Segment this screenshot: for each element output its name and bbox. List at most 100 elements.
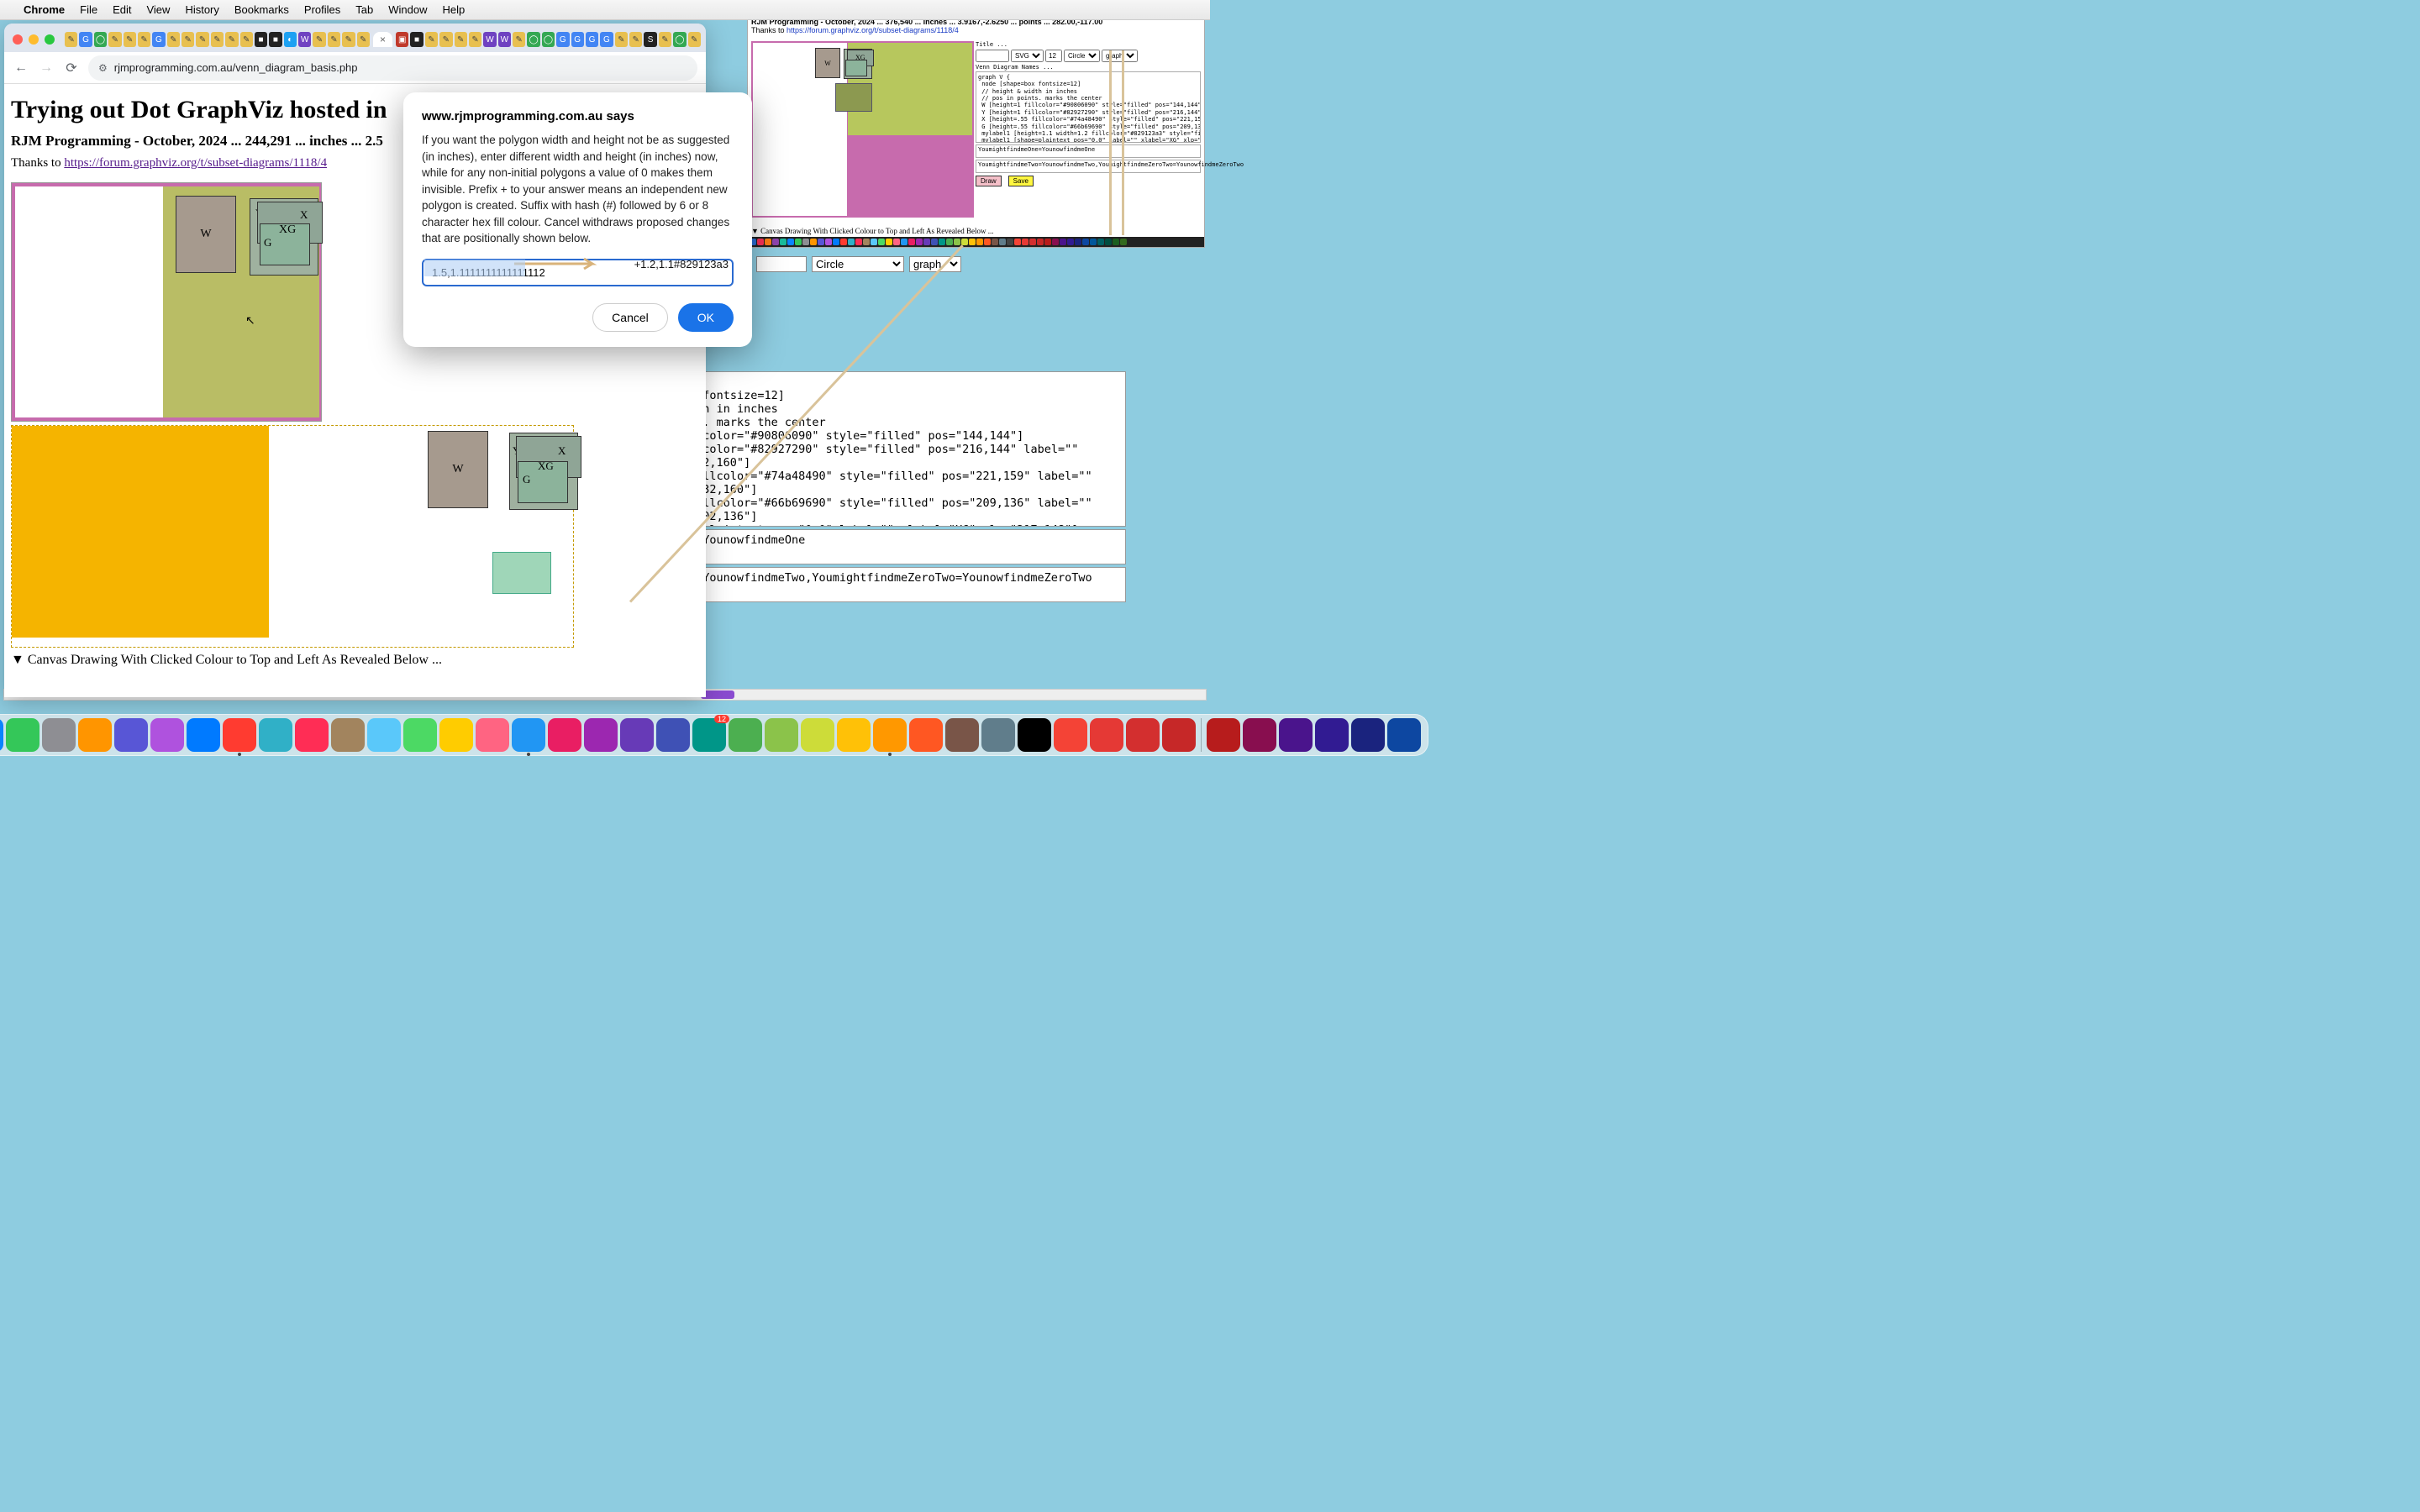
menu-edit[interactable]: Edit	[113, 3, 131, 16]
dock-app-icon[interactable]	[1243, 718, 1276, 752]
tab-icon[interactable]: ✎	[615, 32, 628, 47]
tab-icon[interactable]: ✎	[182, 32, 194, 47]
dock-app-icon[interactable]	[1279, 718, 1313, 752]
tab-icon[interactable]: ◯	[673, 32, 686, 47]
dock-app-icon[interactable]	[512, 718, 545, 752]
dock-app-icon[interactable]	[331, 718, 365, 752]
box-w[interactable]: W	[176, 196, 236, 273]
width-input[interactable]	[756, 256, 807, 272]
tab-icon[interactable]: ✎	[124, 32, 136, 47]
tab-icon[interactable]: G	[586, 32, 598, 47]
tab-icon[interactable]: ✎	[225, 32, 238, 47]
tab-icon[interactable]: ✎	[196, 32, 208, 47]
minimize-window-icon[interactable]	[29, 34, 39, 45]
dock-app-icon[interactable]	[223, 718, 256, 752]
dock-app-icon[interactable]	[909, 718, 943, 752]
menu-view[interactable]: View	[146, 3, 170, 16]
dock-app-icon[interactable]	[1018, 718, 1051, 752]
close-window-icon[interactable]	[13, 34, 23, 45]
mini-save-button[interactable]: Save	[1008, 176, 1034, 186]
dock-app-icon[interactable]: 12	[692, 718, 726, 752]
dock-app-icon[interactable]	[1315, 718, 1349, 752]
tab-close-icon[interactable]: ×	[380, 34, 386, 45]
dock-app-icon[interactable]	[945, 718, 979, 752]
tab-icon[interactable]: ✎	[328, 32, 340, 47]
reload-button[interactable]: ⟳	[63, 60, 80, 76]
dock-app-icon[interactable]	[1126, 718, 1160, 752]
tab-icon[interactable]: ✎	[425, 32, 438, 47]
menu-profiles[interactable]: Profiles	[304, 3, 340, 16]
dock-app-icon[interactable]	[476, 718, 509, 752]
dock-app-icon[interactable]	[765, 718, 798, 752]
dock-app-icon[interactable]	[801, 718, 834, 752]
ok-button[interactable]: OK	[678, 303, 734, 332]
preview-box-w[interactable]: W	[428, 431, 488, 508]
menu-bookmarks[interactable]: Bookmarks	[234, 3, 289, 16]
site-settings-icon[interactable]: ⚙	[98, 62, 108, 74]
canvas-lower[interactable]: W Y X G XG	[11, 425, 574, 648]
window-controls[interactable]	[13, 34, 55, 45]
dock-app-icon[interactable]	[259, 718, 292, 752]
graph-select[interactable]: graph	[909, 256, 961, 272]
tab-favicon-row-right[interactable]: ▣ ■ ✎ ✎ ✎ ✎ W W ✎ ◯ ◯ G G G G ✎ ✎ S ✎ ◯ …	[396, 32, 701, 47]
tab-icon[interactable]: ◯	[94, 32, 107, 47]
menu-window[interactable]: Window	[388, 3, 427, 16]
dock-app-icon[interactable]	[295, 718, 329, 752]
dock-app-icon[interactable]	[873, 718, 907, 752]
dock-app-icon[interactable]	[367, 718, 401, 752]
tab-icon[interactable]: ■	[269, 32, 281, 47]
tab-icon[interactable]: ✎	[455, 32, 467, 47]
dock-app-icon[interactable]	[1162, 718, 1196, 752]
tab-icon[interactable]: W	[298, 32, 311, 47]
dock-app-icon[interactable]	[1207, 718, 1240, 752]
tab-icon[interactable]: G	[152, 32, 165, 47]
tab-icon[interactable]: ✎	[108, 32, 121, 47]
dock-app-icon[interactable]	[439, 718, 473, 752]
tab-icon[interactable]: ✎	[313, 32, 325, 47]
tab-icon[interactable]: ✎	[342, 32, 355, 47]
dock-app-icon[interactable]	[1090, 718, 1123, 752]
tab-icon[interactable]: G	[556, 32, 569, 47]
tab-icon[interactable]: G	[79, 32, 92, 47]
secondary-window[interactable]: Trying out Dot GraphViz hosted in PHP ± …	[747, 0, 1205, 248]
tab-icon[interactable]: ✎	[357, 32, 370, 47]
cancel-button[interactable]: Cancel	[592, 303, 668, 332]
tab-icon[interactable]: W	[498, 32, 511, 47]
thanks-link[interactable]: https://forum.graphviz.org/t/subset-diag…	[64, 156, 327, 170]
dock-app-icon[interactable]	[1351, 718, 1385, 752]
dock-app-icon[interactable]	[656, 718, 690, 752]
menu-tab[interactable]: Tab	[355, 3, 373, 16]
dock-app-icon[interactable]	[1387, 718, 1421, 752]
tab-icon[interactable]: ✎	[211, 32, 224, 47]
dock-app-icon[interactable]	[150, 718, 184, 752]
tab-icon[interactable]: G	[571, 32, 584, 47]
dock-app-icon[interactable]	[42, 718, 76, 752]
dock-app-icon[interactable]	[114, 718, 148, 752]
dock-app-icon[interactable]	[6, 718, 39, 752]
mini-num-input[interactable]	[1045, 50, 1062, 62]
mini-reveal[interactable]: ▼ Canvas Drawing With Clicked Colour to …	[751, 227, 994, 235]
zoom-window-icon[interactable]	[45, 34, 55, 45]
mini-circle-select[interactable]: Circle	[1064, 50, 1100, 62]
tab-icon[interactable]: ▣	[396, 32, 408, 47]
dock-app-icon[interactable]	[620, 718, 654, 752]
tab-icon[interactable]: S	[644, 32, 656, 47]
tab-icon[interactable]: W	[483, 32, 496, 47]
back-button[interactable]: ←	[13, 60, 29, 76]
tab-icon[interactable]: ✎	[513, 32, 525, 47]
app-name[interactable]: Chrome	[24, 3, 65, 16]
mini-graph-select[interactable]: graph	[1102, 50, 1138, 62]
forward-button[interactable]: →	[38, 60, 55, 76]
tab-icon[interactable]: ✎	[167, 32, 180, 47]
tab-icon[interactable]: ✎	[688, 32, 701, 47]
mini-thanks-link[interactable]: https://forum.graphviz.org/t/subset-diag…	[786, 26, 959, 34]
mini-input[interactable]	[976, 50, 1009, 62]
dock-app-icon[interactable]	[548, 718, 581, 752]
mini-draw-button[interactable]: Draw	[976, 176, 1002, 186]
tab-icon[interactable]: G	[600, 32, 613, 47]
dock-app-icon[interactable]	[837, 718, 871, 752]
dock-app-icon[interactable]	[78, 718, 112, 752]
active-tab[interactable]: ×	[373, 32, 392, 47]
shape-select[interactable]: Circle	[812, 256, 904, 272]
dock-app-icon[interactable]	[584, 718, 618, 752]
